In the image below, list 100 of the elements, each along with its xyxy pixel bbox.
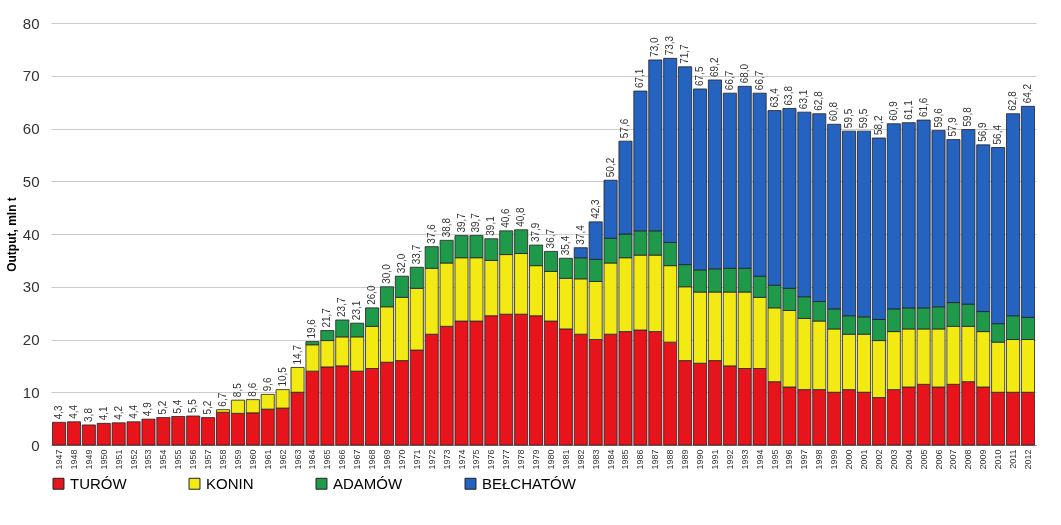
x-tick-label: 1987 xyxy=(650,449,661,470)
total-label: 50,2 xyxy=(604,157,616,178)
total-label: 61,1 xyxy=(902,99,914,120)
total-label: 58,2 xyxy=(872,115,884,135)
x-tick-label: 1975 xyxy=(471,449,482,470)
x-tick-label: 1996 xyxy=(784,449,795,470)
total-label: 21,7 xyxy=(321,307,333,328)
x-tick-label: 2004 xyxy=(903,449,914,470)
x-tick-label: 1979 xyxy=(531,449,542,470)
x-tick-label: 2008 xyxy=(963,449,974,470)
y-tick-label: 80 xyxy=(22,14,40,32)
total-label: 62,8 xyxy=(1007,90,1019,111)
legend-label: KONIN xyxy=(206,474,254,492)
total-label: 66,7 xyxy=(723,70,735,91)
x-tick-label: 1983 xyxy=(590,449,601,470)
total-label: 57,9 xyxy=(947,116,959,137)
total-label: 23,1 xyxy=(351,300,363,321)
total-label: 59,5 xyxy=(843,108,855,129)
x-tick-label: 1998 xyxy=(814,449,825,470)
x-tick-label: 1958 xyxy=(218,449,229,470)
x-tick-label: 1992 xyxy=(724,449,735,470)
x-tick-label: 2009 xyxy=(978,449,989,470)
total-label: 66,7 xyxy=(753,70,765,91)
x-tick-label: 1965 xyxy=(322,449,333,470)
total-label: 26,0 xyxy=(366,284,378,305)
x-tick-label: 1970 xyxy=(396,449,407,470)
y-tick-label: 0 xyxy=(31,436,40,454)
total-label: 8,6 xyxy=(246,382,258,397)
total-label: 68,0 xyxy=(738,63,750,84)
x-tick-label: 1953 xyxy=(143,449,154,470)
x-tick-label: 1963 xyxy=(292,449,303,470)
total-label: 63,1 xyxy=(798,89,810,110)
x-tick-label: 1991 xyxy=(709,449,720,470)
x-tick-label: 1974 xyxy=(456,449,467,470)
x-tick-label: 1969 xyxy=(381,449,392,470)
x-tick-label: 2010 xyxy=(993,449,1004,470)
x-tick-label: 1966 xyxy=(337,449,348,470)
total-label: 14,7 xyxy=(291,344,303,365)
total-label: 37,6 xyxy=(425,223,437,244)
total-label: 73,0 xyxy=(649,37,661,57)
y-tick-label: 40 xyxy=(22,225,40,243)
x-tick-label: 1951 xyxy=(113,449,124,470)
x-tick-label: 1948 xyxy=(68,449,79,470)
x-tick-label: 1964 xyxy=(307,449,318,470)
total-label: 4,4 xyxy=(127,404,139,419)
legend-label: ADAMÓW xyxy=(333,474,403,492)
total-label: 3,8 xyxy=(82,407,94,422)
total-label: 64,2 xyxy=(1021,83,1033,104)
total-label: 39,1 xyxy=(485,215,497,236)
x-tick-label: 1985 xyxy=(620,449,631,470)
x-tick-label: 1980 xyxy=(545,449,556,470)
total-label: 23,7 xyxy=(336,297,348,317)
total-label: 9,6 xyxy=(261,377,273,392)
total-label: 5,2 xyxy=(157,400,169,415)
total-label: 6,7 xyxy=(217,392,229,407)
x-tick-label: 2012 xyxy=(1022,449,1033,470)
y-tick-label: 50 xyxy=(22,172,40,190)
x-tick-label: 1949 xyxy=(83,449,94,470)
total-label: 4,3 xyxy=(53,404,65,420)
total-label: 32,0 xyxy=(395,253,407,274)
total-label: 4,2 xyxy=(112,405,124,420)
total-label: 37,4 xyxy=(574,224,586,245)
total-label: 42,3 xyxy=(589,198,601,219)
total-label: 39,7 xyxy=(455,212,467,233)
x-tick-label: 2000 xyxy=(844,449,855,470)
y-tick-label: 30 xyxy=(22,278,40,296)
total-label: 56,4 xyxy=(992,124,1004,145)
total-label: 10,5 xyxy=(276,366,288,387)
x-tick-label: 1950 xyxy=(98,449,109,470)
total-label: 8,5 xyxy=(231,382,243,398)
total-label: 40,8 xyxy=(515,206,527,227)
x-tick-label: 2005 xyxy=(918,449,929,470)
total-label: 57,6 xyxy=(619,118,631,139)
total-label: 5,4 xyxy=(172,399,184,414)
total-label: 4,1 xyxy=(97,406,109,421)
y-tick-label: 10 xyxy=(22,383,40,401)
x-tick-label: 1972 xyxy=(426,449,437,470)
x-tick-label: 1961 xyxy=(262,449,273,470)
total-label: 5,5 xyxy=(187,398,199,413)
x-tick-label: 2006 xyxy=(933,449,944,470)
y-tick-label: 70 xyxy=(22,67,40,85)
total-label: 63,8 xyxy=(783,85,795,106)
total-label: 37,9 xyxy=(530,222,542,243)
x-tick-label: 1947 xyxy=(54,449,65,470)
x-tick-label: 2001 xyxy=(858,449,869,470)
x-tick-label: 1955 xyxy=(173,449,184,470)
total-label: 36,7 xyxy=(544,228,556,249)
x-tick-label: 2002 xyxy=(873,449,884,470)
x-tick-label: 1962 xyxy=(277,449,288,470)
x-tick-label: 1968 xyxy=(367,449,378,470)
x-tick-label: 1957 xyxy=(203,449,214,470)
x-tick-label: 1956 xyxy=(188,449,199,470)
x-tick-label: 1984 xyxy=(605,449,616,470)
total-label: 61,6 xyxy=(917,97,929,118)
total-label: 59,5 xyxy=(857,108,869,129)
total-label: 69,2 xyxy=(708,57,720,77)
total-label: 30,0 xyxy=(380,263,392,284)
x-tick-label: 1952 xyxy=(128,449,139,470)
total-label: 73,3 xyxy=(664,35,676,56)
x-tick-label: 1995 xyxy=(769,449,780,470)
